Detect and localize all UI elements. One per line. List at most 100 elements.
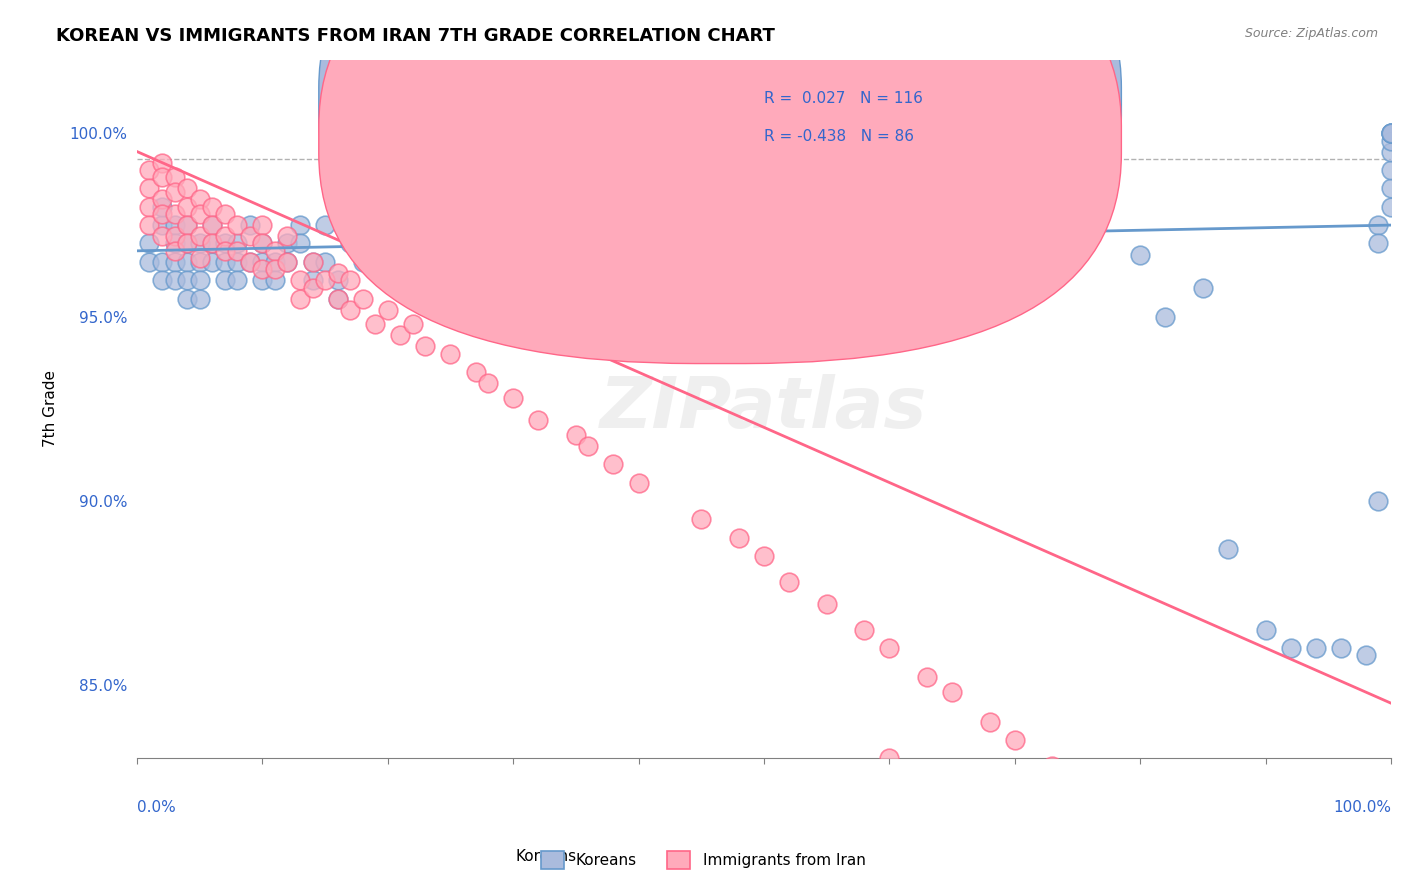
- Point: [477, 255, 499, 269]
- Point: [264, 262, 287, 277]
- Point: [527, 255, 550, 269]
- Point: [928, 218, 950, 232]
- Point: [326, 292, 349, 306]
- Point: [602, 457, 624, 471]
- Point: [565, 218, 588, 232]
- Point: [1004, 218, 1026, 232]
- Point: [1367, 494, 1389, 508]
- Point: [903, 255, 925, 269]
- Point: [150, 218, 173, 232]
- Point: [415, 339, 437, 353]
- Point: [252, 236, 274, 251]
- Point: [214, 273, 236, 287]
- Point: [364, 318, 387, 332]
- Point: [1379, 126, 1402, 140]
- Point: [1029, 255, 1052, 269]
- Point: [201, 218, 224, 232]
- Point: [426, 273, 449, 287]
- Point: [1192, 280, 1215, 294]
- Point: [841, 236, 863, 251]
- Point: [716, 218, 738, 232]
- Point: [389, 236, 412, 251]
- Legend: Koreans, Immigrants from Iran: Koreans, Immigrants from Iran: [534, 845, 872, 875]
- Point: [915, 236, 938, 251]
- Point: [201, 236, 224, 251]
- Point: [176, 255, 198, 269]
- Point: [1379, 126, 1402, 140]
- Point: [326, 273, 349, 287]
- Point: [150, 170, 173, 185]
- Point: [941, 236, 963, 251]
- Point: [150, 229, 173, 244]
- Point: [515, 236, 537, 251]
- FancyBboxPatch shape: [669, 67, 1071, 171]
- Point: [163, 244, 186, 258]
- Point: [264, 255, 287, 269]
- Point: [264, 273, 287, 287]
- Point: [1216, 541, 1239, 556]
- Point: [150, 273, 173, 287]
- Point: [1066, 780, 1088, 795]
- Point: [489, 236, 512, 251]
- Point: [288, 236, 311, 251]
- Point: [979, 714, 1001, 729]
- Point: [502, 391, 524, 405]
- Point: [828, 255, 851, 269]
- Point: [1379, 181, 1402, 195]
- Point: [1379, 126, 1402, 140]
- Point: [163, 273, 186, 287]
- Point: [464, 273, 486, 287]
- Point: [815, 597, 838, 611]
- Point: [188, 236, 211, 251]
- Point: [402, 318, 425, 332]
- Point: [176, 218, 198, 232]
- Point: [1129, 247, 1152, 261]
- Point: [1354, 648, 1376, 663]
- Point: [477, 376, 499, 391]
- Point: [576, 255, 599, 269]
- Point: [339, 236, 361, 251]
- Text: ZIPatlas: ZIPatlas: [600, 375, 928, 443]
- Point: [138, 163, 160, 178]
- Text: R = -0.438   N = 86: R = -0.438 N = 86: [763, 129, 914, 144]
- Point: [201, 200, 224, 214]
- Point: [301, 273, 323, 287]
- Y-axis label: 7th Grade: 7th Grade: [44, 370, 58, 448]
- Point: [652, 236, 675, 251]
- FancyBboxPatch shape: [319, 0, 1122, 325]
- Point: [576, 439, 599, 453]
- Point: [288, 292, 311, 306]
- Point: [1004, 733, 1026, 747]
- Point: [565, 427, 588, 442]
- Point: [163, 236, 186, 251]
- Point: [339, 302, 361, 317]
- Point: [1078, 218, 1101, 232]
- Point: [226, 255, 249, 269]
- Point: [176, 236, 198, 251]
- Point: [915, 670, 938, 684]
- Point: [415, 236, 437, 251]
- Point: [979, 236, 1001, 251]
- Point: [314, 273, 336, 287]
- Point: [163, 207, 186, 221]
- Point: [188, 207, 211, 221]
- Point: [163, 218, 186, 232]
- Point: [150, 200, 173, 214]
- Point: [201, 236, 224, 251]
- Point: [790, 236, 813, 251]
- Point: [252, 218, 274, 232]
- Point: [953, 255, 976, 269]
- Point: [252, 273, 274, 287]
- Point: [176, 292, 198, 306]
- Point: [377, 273, 399, 287]
- Point: [451, 236, 474, 251]
- Point: [188, 192, 211, 206]
- Point: [614, 218, 637, 232]
- Point: [188, 251, 211, 265]
- Point: [163, 170, 186, 185]
- Point: [402, 255, 425, 269]
- Point: [214, 207, 236, 221]
- Point: [314, 255, 336, 269]
- Point: [377, 255, 399, 269]
- Point: [690, 512, 713, 526]
